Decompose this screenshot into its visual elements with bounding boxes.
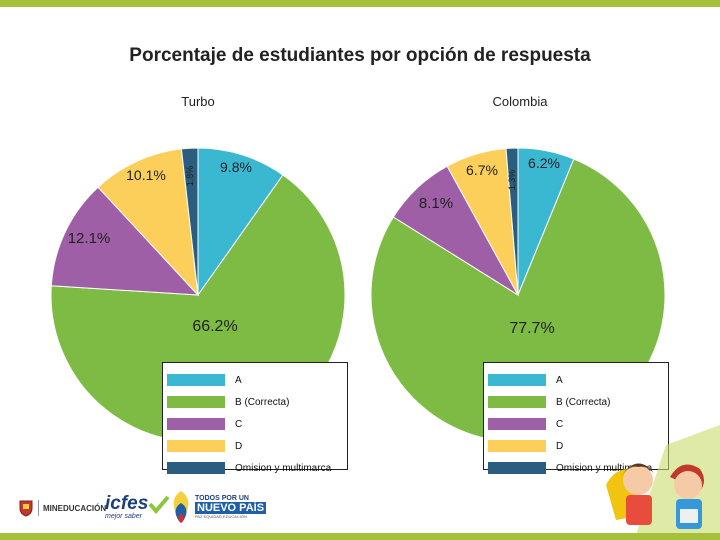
legend-item: C bbox=[488, 413, 662, 435]
legend-colombia: A B (Correcta) C D Omision y multimarca bbox=[483, 362, 669, 474]
pie-slice-turbo-0 bbox=[197, 147, 284, 297]
icfes-sub: mejor saber bbox=[105, 513, 142, 520]
legend-swatch bbox=[488, 396, 546, 408]
legend-label: D bbox=[235, 440, 243, 452]
legend-item: D bbox=[167, 435, 341, 457]
legend-item: Omision y multimarca bbox=[488, 457, 662, 479]
legend-label: C bbox=[556, 418, 564, 430]
todos-sub: PAZ EQUIDAD EDUCACIÓN bbox=[195, 514, 247, 519]
logo-mineducacion: MINEDUCACIÓN bbox=[18, 499, 106, 517]
legend-swatch bbox=[488, 440, 546, 452]
legend-turbo: A B (Correcta) C D Omision y multimarca bbox=[162, 362, 348, 474]
coat-of-arms-icon bbox=[19, 500, 33, 517]
legend-item: C bbox=[167, 413, 341, 435]
todos-line2: NUEVO PAÍS bbox=[195, 502, 267, 514]
legend-label: C bbox=[235, 418, 243, 430]
flag-leaf-icon bbox=[173, 491, 189, 523]
data-label-colombia-2: 8.1% bbox=[419, 195, 453, 212]
pie-slice-turbo-4 bbox=[180, 147, 199, 296]
chart-title-colombia: Colombia bbox=[493, 94, 549, 109]
legend-label: A bbox=[235, 374, 242, 386]
children-illustration bbox=[606, 425, 720, 535]
legend-label: D bbox=[556, 440, 564, 452]
legend-label: A bbox=[556, 374, 563, 386]
legend-item: B (Correcta) bbox=[167, 391, 341, 413]
legend-swatch bbox=[488, 462, 546, 474]
mineducacion-text: MINEDUCACIÓN bbox=[43, 503, 107, 513]
legend-swatch bbox=[167, 462, 225, 474]
todos-line1: TODOS POR UN bbox=[195, 495, 249, 502]
icfes-text: icfes bbox=[105, 493, 149, 514]
data-label-colombia-3: 6.7% bbox=[466, 162, 498, 178]
check-icon bbox=[148, 495, 170, 514]
data-label-colombia-0: 6.2% bbox=[528, 155, 560, 171]
legend-item: A bbox=[167, 369, 341, 391]
logo-icfes: icfes mejor saber bbox=[105, 493, 170, 520]
pie-slice-colombia-4 bbox=[505, 147, 519, 296]
legend-label: Omision y multimarca bbox=[556, 462, 653, 474]
legend-label: Omision y multimarca bbox=[235, 462, 332, 474]
data-label-turbo-0: 9.8% bbox=[220, 159, 252, 175]
legend-swatch bbox=[488, 374, 546, 386]
legend-label: B (Correcta) bbox=[235, 396, 290, 408]
data-label-colombia-4: 1.3% bbox=[507, 170, 517, 191]
legend-label: B (Correcta) bbox=[556, 396, 611, 408]
legend-swatch bbox=[167, 418, 225, 430]
data-label-turbo-2: 12.1% bbox=[68, 230, 111, 247]
pie-slice-turbo-2 bbox=[50, 186, 200, 296]
data-label-colombia-1: 77.7% bbox=[509, 320, 554, 337]
legend-item: B (Correcta) bbox=[488, 391, 662, 413]
legend-swatch bbox=[167, 374, 225, 386]
footer-logos: MINEDUCACIÓN icfes mejor saber TODOS POR… bbox=[0, 487, 720, 532]
legend-swatch bbox=[167, 396, 225, 408]
pie-chart-turbo: Turbo 9.8% 66.2% 12.1% 10.1% 1.8% bbox=[50, 94, 346, 443]
chart-title-turbo: Turbo bbox=[181, 94, 214, 109]
bottom-accent-bar bbox=[0, 533, 720, 540]
legend-item: A bbox=[488, 369, 662, 391]
data-label-turbo-1: 66.2% bbox=[192, 318, 237, 335]
pie-slice-turbo-3 bbox=[97, 148, 199, 297]
data-label-turbo-3: 10.1% bbox=[126, 167, 166, 183]
legend-swatch bbox=[167, 440, 225, 452]
page-title: Porcentaje de estudiantes por opción de … bbox=[129, 45, 591, 66]
legend-swatch bbox=[488, 418, 546, 430]
logo-todos-por-un-nuevo-pais: TODOS POR UN NUEVO PAÍS PAZ EQUIDAD EDUC… bbox=[170, 489, 267, 525]
legend-item: Omision y multimarca bbox=[167, 457, 341, 479]
top-accent-bar bbox=[0, 0, 720, 7]
legend-item: D bbox=[488, 435, 662, 457]
data-label-turbo-4: 1.8% bbox=[185, 166, 195, 187]
